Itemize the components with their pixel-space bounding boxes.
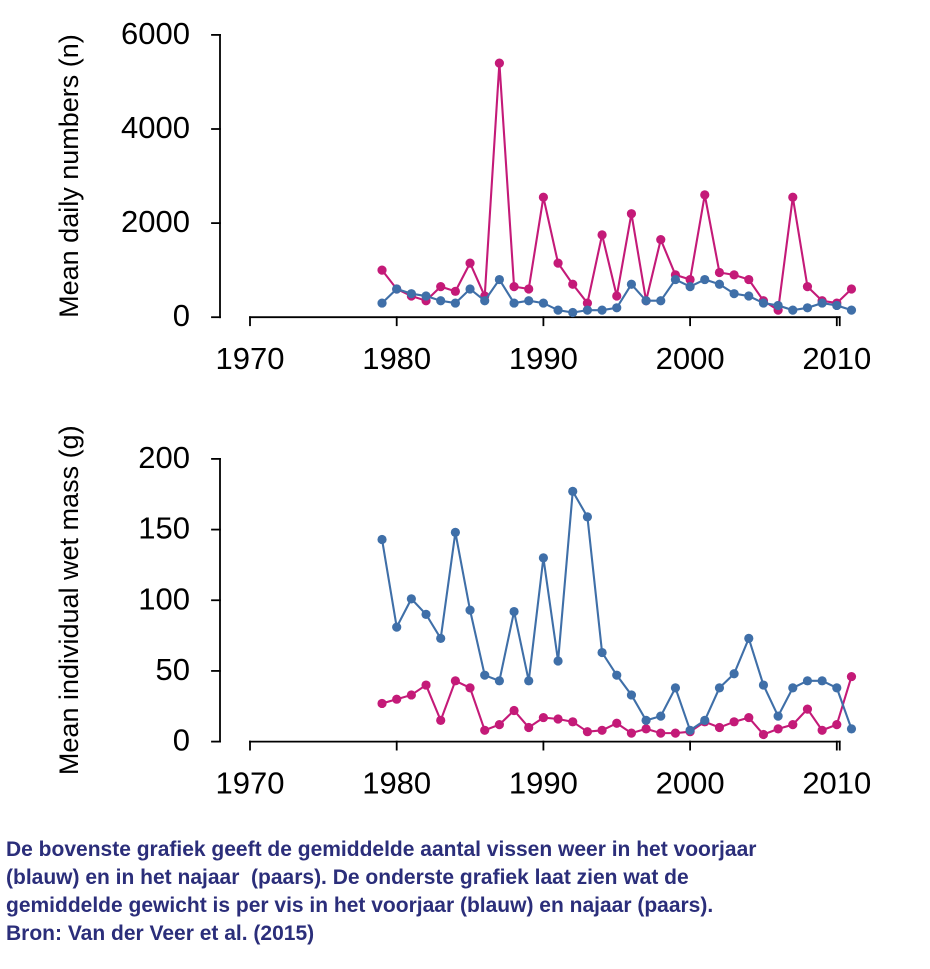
svg-text:50: 50 xyxy=(156,652,190,687)
svg-text:150: 150 xyxy=(138,511,190,546)
svg-text:200: 200 xyxy=(138,440,190,475)
svg-text:1970: 1970 xyxy=(216,341,285,376)
svg-text:1980: 1980 xyxy=(362,341,431,376)
svg-text:2000: 2000 xyxy=(656,341,725,376)
svg-text:0: 0 xyxy=(173,723,190,758)
svg-text:1990: 1990 xyxy=(509,766,578,801)
svg-text:2010: 2010 xyxy=(802,766,871,801)
svg-text:4000: 4000 xyxy=(121,110,190,145)
svg-text:1980: 1980 xyxy=(362,766,431,801)
svg-text:2010: 2010 xyxy=(802,341,871,376)
svg-text:2000: 2000 xyxy=(656,766,725,801)
svg-text:2000: 2000 xyxy=(121,204,190,239)
svg-text:1970: 1970 xyxy=(216,766,285,801)
svg-text:100: 100 xyxy=(138,581,190,616)
svg-text:1990: 1990 xyxy=(509,341,578,376)
svg-text:0: 0 xyxy=(173,298,190,333)
svg-text:6000: 6000 xyxy=(121,16,190,51)
svg-text:Mean daily numbers (n): Mean daily numbers (n) xyxy=(54,34,84,318)
svg-text:Mean individual wet mass (g): Mean individual wet mass (g) xyxy=(54,425,84,775)
